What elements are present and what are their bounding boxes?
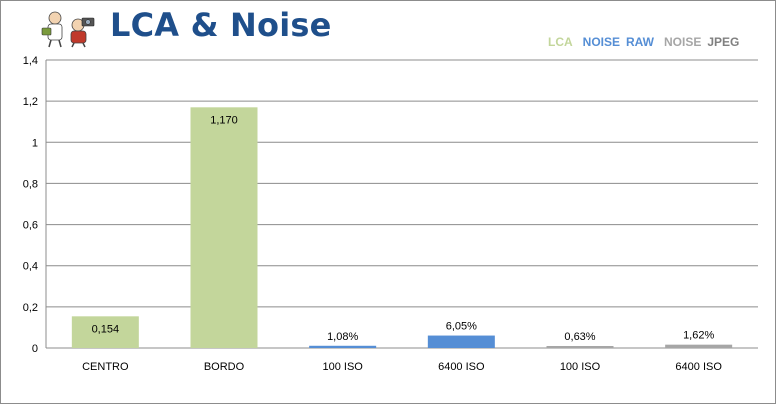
y-tick-label: 0,8 bbox=[23, 178, 38, 190]
data-label: 0,154 bbox=[92, 323, 120, 335]
legend-text: NOISE bbox=[664, 35, 702, 49]
bar bbox=[427, 335, 495, 348]
y-tick-label: 0,4 bbox=[23, 261, 38, 273]
y-tick-label: 1,2 bbox=[23, 96, 38, 108]
y-tick-label: 1,4 bbox=[23, 55, 38, 67]
legend-text: JPEG bbox=[707, 35, 740, 49]
x-tick-label: 6400 ISO bbox=[675, 361, 722, 373]
legend-text: RAW bbox=[626, 35, 655, 49]
bar bbox=[665, 344, 733, 348]
legend-entry: NOISE JPEG bbox=[664, 35, 739, 49]
y-tick-label: 1 bbox=[32, 137, 38, 149]
chart-legend: LCA NOISE RAW NOISE JPEG bbox=[548, 35, 749, 49]
bar bbox=[71, 316, 139, 348]
legend-text: NOISE bbox=[582, 35, 621, 49]
x-tick-label: 100 ISO bbox=[560, 361, 601, 373]
bar bbox=[546, 346, 614, 348]
data-label: 0,63% bbox=[564, 331, 595, 343]
data-label: 1,170 bbox=[210, 114, 238, 126]
data-label: 6,05% bbox=[446, 321, 477, 333]
y-tick-label: 0,6 bbox=[23, 220, 38, 232]
x-tick-label: 100 ISO bbox=[322, 361, 363, 373]
y-tick-label: 0,2 bbox=[23, 302, 38, 314]
data-label: 1,62% bbox=[683, 330, 714, 342]
bar bbox=[309, 345, 377, 348]
legend-entry: LCA bbox=[548, 35, 573, 49]
legend-entry: NOISE RAW bbox=[583, 35, 654, 49]
chart-title: LCA & Noise bbox=[110, 6, 332, 44]
x-tick-label: BORDO bbox=[204, 361, 245, 373]
legend-text: LCA bbox=[548, 35, 573, 49]
data-label: 1,08% bbox=[327, 331, 358, 343]
x-tick-label: CENTRO bbox=[82, 361, 129, 373]
x-tick-label: 6400 ISO bbox=[438, 361, 485, 373]
y-tick-label: 0 bbox=[32, 343, 38, 355]
bar bbox=[190, 107, 258, 348]
cartoon-photographers-icon bbox=[41, 11, 95, 48]
